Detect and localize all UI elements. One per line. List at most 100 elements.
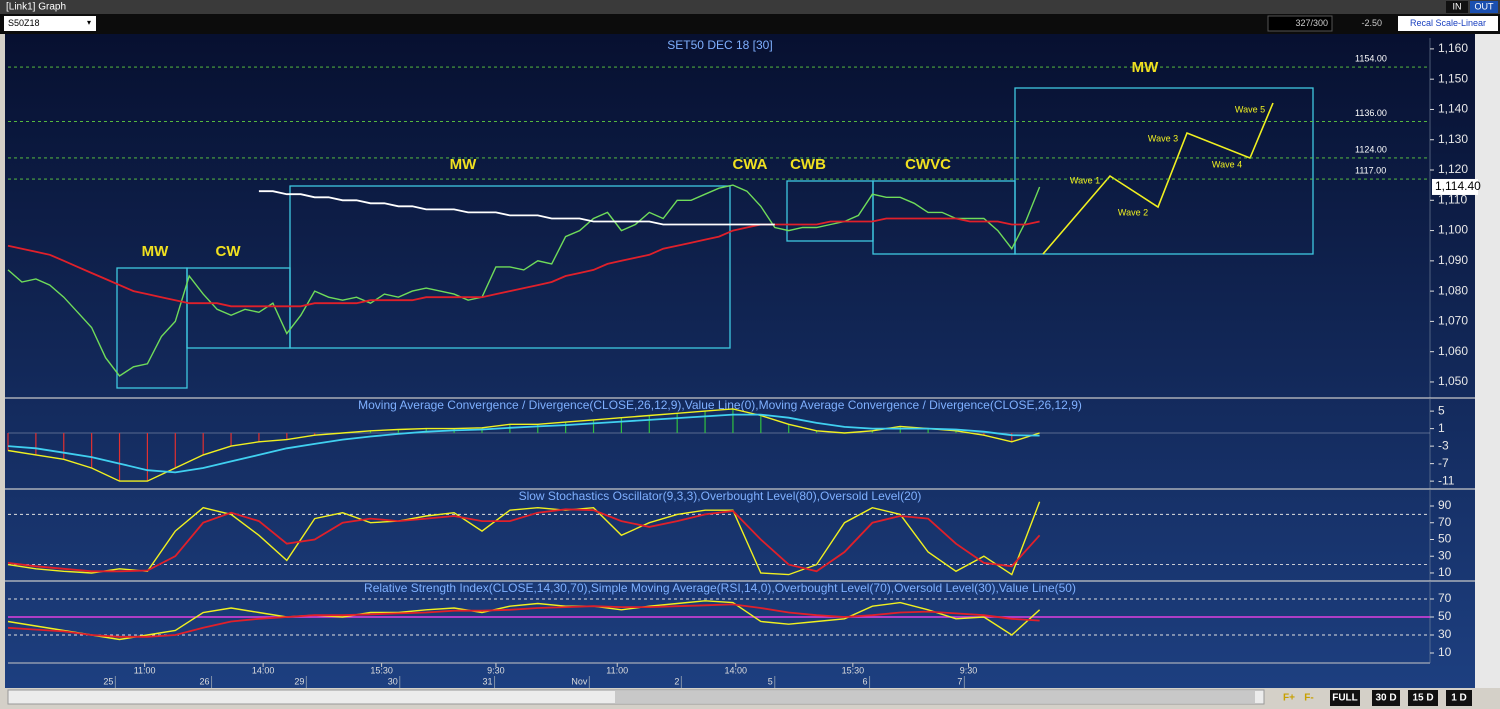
y-tick-label: 30	[1438, 548, 1452, 562]
y-tick-label: 1,120	[1438, 162, 1468, 176]
recal-label: Recal Scale-Linear	[1410, 18, 1486, 28]
x-tick-label: 9:30	[960, 665, 978, 675]
recal-button[interactable]	[1398, 16, 1498, 31]
y-tick-label: -3	[1438, 438, 1449, 452]
date-label: 6	[863, 676, 868, 686]
y-tick-label: 1,160	[1438, 41, 1468, 55]
level-label: 1154.00	[1355, 53, 1387, 63]
panel-title: SET50 DEC 18 [30]	[667, 38, 772, 52]
symbol-box[interactable]	[4, 16, 96, 31]
wave-label: Wave 4	[1212, 159, 1242, 169]
status-box	[1267, 15, 1333, 32]
out-label: OUT	[1475, 1, 1495, 11]
y-tick-label: 10	[1438, 645, 1452, 659]
box	[289, 185, 731, 349]
footer-button[interactable]	[1300, 690, 1318, 706]
annotation: CW	[216, 243, 242, 260]
date-label: 7	[957, 676, 962, 686]
date-label: 30	[388, 676, 398, 686]
y-tick-label: -7	[1438, 456, 1449, 470]
y-tick-label: 90	[1438, 498, 1452, 512]
toolbar	[0, 14, 1500, 34]
x-tick-label: 15:30	[370, 665, 393, 675]
y-tick-label: 1	[1438, 421, 1445, 435]
y-tick-label: 1,080	[1438, 283, 1468, 297]
wave-label: Wave 3	[1148, 133, 1178, 143]
footer-button-label: 30 D	[1375, 693, 1396, 704]
y-tick-label: 1,070	[1438, 314, 1468, 328]
x-tick-label: 9:30	[487, 665, 505, 675]
level-label: 1136.00	[1355, 108, 1387, 118]
y-tick-label: 70	[1438, 591, 1452, 605]
footer-button[interactable]	[1372, 690, 1400, 706]
footer-button-label: 15 D	[1412, 693, 1433, 704]
window-title: [Link1] Graph	[6, 2, 66, 13]
level-label: 1117.00	[1355, 165, 1386, 175]
footer-button-label: 1 D	[1451, 693, 1467, 704]
date-label: 25	[103, 676, 113, 686]
wave-label: Wave 2	[1118, 207, 1148, 217]
footer-button[interactable]	[1408, 690, 1438, 706]
series-line	[7, 501, 1041, 576]
series-line	[7, 184, 1041, 377]
y-tick-label: 70	[1438, 515, 1452, 529]
date-label: 26	[200, 676, 210, 686]
y-tick-label: 1,110	[1438, 192, 1467, 206]
annotation: MW	[142, 243, 169, 260]
wave-label: Wave 1	[1070, 175, 1100, 185]
series-line	[7, 600, 1041, 641]
wave-label: Wave 5	[1235, 104, 1265, 114]
y-tick-label: 5	[1438, 403, 1445, 417]
annotation: MW	[450, 156, 477, 173]
date-label: Nov	[571, 676, 588, 686]
box	[1014, 87, 1314, 255]
wave-projection	[1042, 102, 1274, 255]
x-tick-label: 14:00	[252, 665, 275, 675]
y-tick-label: 1,060	[1438, 344, 1468, 358]
y-tick-label: 30	[1438, 627, 1452, 641]
series-line	[7, 603, 1040, 638]
panel-title: Slow Stochastics Oscillator(9,3,3),Overb…	[519, 489, 922, 503]
level-label: 1124.00	[1355, 144, 1387, 154]
annotation: CWVC	[905, 156, 951, 173]
series-line	[7, 413, 1040, 474]
y-tick-label: 1,130	[1438, 132, 1468, 146]
date-label: 2	[674, 676, 679, 686]
title-bar	[0, 0, 1500, 14]
y-tick-label: 1,050	[1438, 374, 1468, 388]
date-label: 5	[768, 676, 773, 686]
panel-title: Relative Strength Index(CLOSE,14,30,70),…	[364, 581, 1076, 595]
x-tick-label: 11:00	[134, 665, 156, 675]
annotation: CWB	[790, 156, 826, 173]
y-tick-label: 50	[1438, 609, 1452, 623]
annotation-boxes	[116, 87, 1314, 389]
scroll-thumb[interactable]	[615, 691, 1255, 703]
annotation: MW	[1132, 59, 1159, 76]
x-tick-label: 11:00	[606, 665, 628, 675]
in-label: IN	[1453, 1, 1462, 11]
footer-button[interactable]	[1446, 690, 1472, 706]
series-line	[7, 217, 1040, 308]
panel-title: Moving Average Convergence / Divergence(…	[358, 398, 1082, 412]
date-label: 31	[483, 676, 493, 686]
footer-button-label: FULL	[1332, 693, 1358, 704]
chart-area	[5, 34, 1475, 688]
side-panel	[1475, 34, 1500, 688]
x-tick-label: 14:00	[724, 665, 747, 675]
footer-button-label: F-	[1304, 693, 1313, 704]
y-tick-label: 50	[1438, 532, 1452, 546]
y-tick-label: 1,140	[1438, 102, 1468, 116]
in-button[interactable]	[1446, 1, 1468, 13]
date-label: 29	[294, 676, 304, 686]
series-line	[7, 508, 1041, 573]
symbol: S50Z18	[8, 18, 40, 28]
footer-button[interactable]	[1330, 690, 1360, 706]
series-line	[7, 408, 1040, 482]
footer-button[interactable]	[1280, 690, 1298, 706]
last-price-label: 1,114.40	[1435, 179, 1481, 193]
out-button[interactable]	[1470, 1, 1498, 13]
footer-button-label: F+	[1283, 693, 1295, 704]
y-tick-label: 10	[1438, 565, 1452, 579]
